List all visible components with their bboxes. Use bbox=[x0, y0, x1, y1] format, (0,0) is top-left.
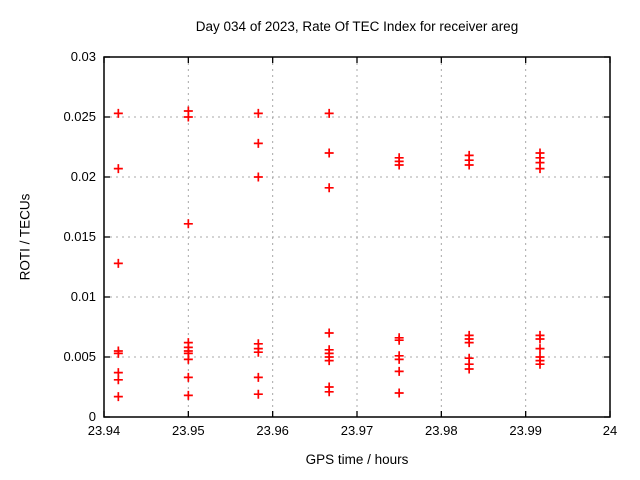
x-tick-label: 23.96 bbox=[256, 423, 289, 438]
data-point-marker bbox=[324, 387, 334, 397]
data-point-marker bbox=[253, 172, 263, 182]
x-tick-label: 23.97 bbox=[340, 423, 374, 438]
data-point-marker bbox=[535, 344, 545, 354]
data-point-marker bbox=[113, 375, 123, 385]
x-tick-label: 23.95 bbox=[172, 423, 205, 438]
y-tick-label: 0.01 bbox=[70, 289, 96, 304]
data-point-marker bbox=[535, 334, 545, 344]
data-point-marker bbox=[183, 112, 193, 122]
data-point-marker bbox=[253, 389, 263, 399]
data-point-marker bbox=[253, 347, 263, 357]
x-axis-label: GPS time / hours bbox=[305, 452, 409, 467]
data-point-marker bbox=[113, 108, 123, 118]
y-tick-label: 0.015 bbox=[63, 229, 96, 244]
chart-title: Day 034 of 2023, Rate Of TEC Index for r… bbox=[195, 19, 519, 34]
data-point-marker bbox=[253, 108, 263, 118]
data-point-marker bbox=[183, 390, 193, 400]
y-tick-label: 0.03 bbox=[70, 49, 96, 64]
data-point-marker bbox=[394, 335, 404, 345]
data-point-marker bbox=[113, 392, 123, 402]
data-point-marker bbox=[113, 348, 123, 358]
data-point-marker bbox=[253, 138, 263, 148]
y-tick-label: 0 bbox=[88, 409, 96, 424]
data-point-marker bbox=[324, 356, 334, 366]
data-point-marker bbox=[183, 354, 193, 364]
x-tick-label: 23.94 bbox=[87, 423, 121, 438]
data-point-marker bbox=[394, 388, 404, 398]
x-tick-label: 23.98 bbox=[425, 423, 458, 438]
data-point-marker bbox=[324, 183, 334, 193]
data-point-marker bbox=[535, 359, 545, 369]
y-tick-label: 0.005 bbox=[63, 349, 96, 364]
data-point-marker bbox=[535, 164, 545, 174]
data-point-marker bbox=[464, 338, 474, 348]
data-point-marker bbox=[324, 108, 334, 118]
data-point-marker bbox=[324, 328, 334, 338]
data-point-marker bbox=[394, 354, 404, 364]
data-point-marker bbox=[464, 364, 474, 374]
data-point-marker bbox=[464, 160, 474, 170]
y-tick-label: 0.02 bbox=[70, 169, 96, 184]
data-point-marker bbox=[324, 148, 334, 158]
data-point-marker bbox=[394, 160, 404, 170]
data-point-marker bbox=[394, 366, 404, 376]
x-tick-label: 24 bbox=[602, 423, 618, 438]
data-point-marker bbox=[183, 372, 193, 382]
data-point-marker bbox=[183, 219, 193, 229]
data-point-marker bbox=[113, 258, 123, 268]
y-tick-label: 0.025 bbox=[63, 109, 96, 124]
x-tick-label: 23.99 bbox=[509, 423, 542, 438]
data-point-marker bbox=[253, 372, 263, 382]
data-point-marker bbox=[113, 164, 123, 174]
